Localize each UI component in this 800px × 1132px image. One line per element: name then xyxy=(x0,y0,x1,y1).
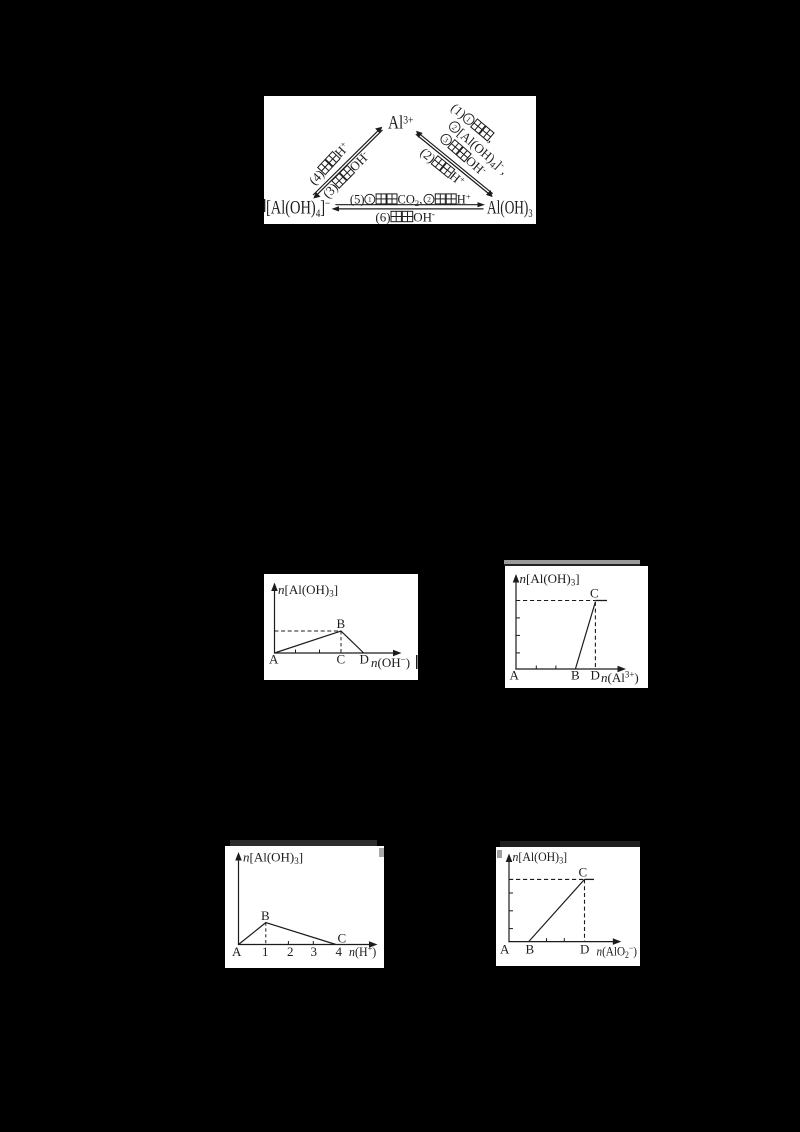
svg-text:B: B xyxy=(261,908,270,923)
svg-text:3+: 3+ xyxy=(403,114,413,127)
svg-text:-: - xyxy=(481,165,490,175)
svg-text:(6): (6) xyxy=(375,210,390,225)
svg-text:D: D xyxy=(360,652,369,667)
svg-text:+: + xyxy=(457,174,467,185)
svg-text:n[Al(OH)3]: n[Al(OH)3] xyxy=(520,571,580,588)
svg-text:n(H+): n(H+) xyxy=(349,943,376,959)
svg-text:C: C xyxy=(579,865,588,880)
svg-text:−: − xyxy=(325,198,330,210)
svg-text:n(OH−): n(OH−) xyxy=(371,655,410,671)
svg-text:+: + xyxy=(466,192,471,202)
svg-text:2: 2 xyxy=(415,198,419,208)
svg-text:2: 2 xyxy=(287,944,294,959)
svg-text:-: - xyxy=(432,209,435,219)
svg-text:(1): (1) xyxy=(448,100,469,121)
svg-text:n[Al(OH)3]: n[Al(OH)3] xyxy=(513,849,568,865)
svg-text:3: 3 xyxy=(311,944,318,959)
svg-text:n[Al(OH)3]: n[Al(OH)3] xyxy=(243,850,303,867)
svg-text:C: C xyxy=(338,931,347,946)
svg-text:[Al(OH): [Al(OH) xyxy=(266,197,316,218)
svg-text:4: 4 xyxy=(336,944,343,959)
svg-text:H: H xyxy=(457,193,466,207)
svg-text:A: A xyxy=(269,652,279,667)
svg-text:1: 1 xyxy=(262,944,269,959)
svg-text:-: - xyxy=(499,160,508,170)
svg-text:2: 2 xyxy=(427,196,431,204)
svg-text:+: + xyxy=(338,139,349,150)
svg-text:2: 2 xyxy=(450,123,459,132)
svg-text:B: B xyxy=(571,667,580,682)
svg-text:-: - xyxy=(359,148,368,157)
svg-text:(2): (2) xyxy=(417,145,438,166)
svg-text:A: A xyxy=(510,667,520,682)
svg-text:4: 4 xyxy=(488,159,498,170)
svg-text:D: D xyxy=(591,667,600,682)
svg-text:A: A xyxy=(232,944,242,959)
svg-text:A: A xyxy=(500,942,510,957)
svg-text:Al(OH): Al(OH) xyxy=(487,196,528,218)
svg-text:B: B xyxy=(337,616,346,631)
svg-text:B: B xyxy=(526,942,535,957)
svg-text:n[Al(OH)3]: n[Al(OH)3] xyxy=(278,582,338,599)
svg-text:CO: CO xyxy=(398,193,415,207)
svg-text:n(AlO2−): n(AlO2−) xyxy=(597,943,638,960)
svg-text:C: C xyxy=(590,585,599,600)
svg-text:D: D xyxy=(580,942,589,957)
svg-text:4: 4 xyxy=(316,208,321,220)
svg-text:C: C xyxy=(337,652,346,667)
svg-text:1: 1 xyxy=(464,115,473,124)
svg-text:Al: Al xyxy=(388,112,403,133)
svg-text:OH: OH xyxy=(413,210,432,225)
svg-text:1: 1 xyxy=(368,196,372,204)
svg-text:,: , xyxy=(419,193,422,207)
svg-text:3: 3 xyxy=(442,135,451,144)
svg-text:]: ] xyxy=(320,197,325,218)
svg-text:n(Al3+): n(Al3+) xyxy=(601,669,639,685)
svg-text:(5): (5) xyxy=(350,193,365,207)
svg-text:3: 3 xyxy=(528,208,532,221)
